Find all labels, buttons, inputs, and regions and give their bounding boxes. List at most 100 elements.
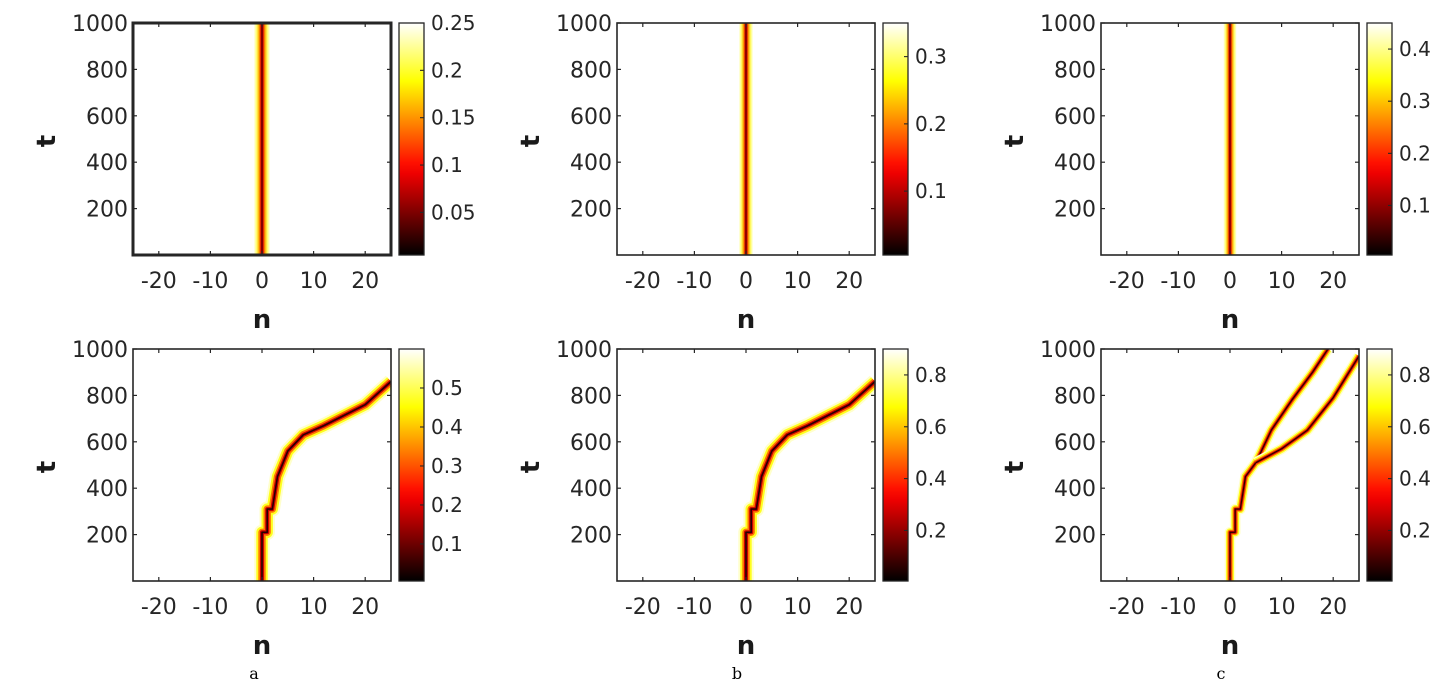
colorbar-tick-label: 0.1: [431, 532, 463, 556]
y-tick-label: 1000: [556, 338, 612, 363]
soliton-band: [1223, 23, 1237, 255]
x-tick-label: 0: [739, 595, 753, 620]
y-tick-label: 200: [570, 198, 612, 223]
x-tick-label: 10: [1268, 595, 1296, 620]
x-tick-label: -10: [1160, 595, 1196, 620]
y-tick-label: 600: [1054, 105, 1096, 130]
y-tick-label: 400: [1054, 151, 1096, 176]
y-axis-label: t: [32, 461, 62, 473]
soliton-band: [253, 23, 271, 255]
colorbar-gradient: [399, 23, 424, 255]
panel-b-top: -20 -10 0 10 20 200 400 600 800 1000 n t 0.1 0.2 0.3: [516, 12, 947, 335]
x-tick-label: 0: [1223, 595, 1237, 620]
y-tick-label: 600: [570, 431, 612, 456]
y-tick-label: 1000: [72, 338, 128, 363]
x-tick-label: -20: [625, 269, 661, 294]
y-tick-label: 600: [86, 105, 128, 130]
colorbar-frame: [882, 22, 909, 256]
colorbar-tick-label: 0.3: [431, 454, 463, 478]
colorbar-gradient: [1367, 349, 1392, 581]
x-tick-label: 0: [255, 595, 269, 620]
colorbar-tick-label: 0.1: [915, 179, 947, 203]
y-tick-label: 1000: [1040, 338, 1096, 363]
colorbar-gradient: [1367, 23, 1392, 255]
heatmap-field: [1224, 349, 1359, 581]
heatmap-field: [253, 23, 271, 255]
x-tick-label: -20: [141, 269, 177, 294]
y-tick-label: 200: [1054, 198, 1096, 223]
y-tick-label: 400: [570, 477, 612, 502]
x-axis-label: n: [737, 631, 756, 661]
colorbar-gradient: [883, 23, 908, 255]
x-tick-label: -10: [676, 269, 712, 294]
trajectory-1: [1255, 355, 1359, 464]
colorbar-tick-label: 0.15: [431, 106, 476, 130]
colorbar-tick-label: 0.2: [1399, 518, 1431, 542]
x-tick-label: -10: [192, 595, 228, 620]
x-tick-label: -20: [1109, 595, 1145, 620]
y-axis-label: t: [1000, 461, 1030, 473]
caption-a: a: [249, 664, 259, 683]
colorbar-frame: [1366, 348, 1393, 582]
y-tick-label: 600: [570, 105, 612, 130]
colorbar-tick-label: 0.4: [1399, 37, 1431, 61]
colorbar-tick-label: 0.8: [1399, 363, 1431, 387]
colorbar-frame: [398, 22, 425, 256]
x-tick-label: 20: [1319, 269, 1347, 294]
x-tick-label: -20: [1109, 269, 1145, 294]
y-tick-label: 400: [86, 477, 128, 502]
x-tick-label: -10: [676, 595, 712, 620]
colorbar-tick-label: 0.4: [431, 415, 463, 439]
colorbar-gradient: [399, 349, 424, 581]
colorbar-tick-label: 0.4: [1399, 467, 1431, 491]
x-tick-label: 0: [739, 269, 753, 294]
x-tick-label: -20: [625, 595, 661, 620]
trajectory-0: [745, 380, 875, 581]
y-tick-label: 800: [86, 58, 128, 83]
heatmap-field: [254, 375, 391, 581]
y-tick-label: 200: [570, 524, 612, 549]
trajectory-0: [1229, 349, 1329, 581]
panel-a-bottom: -20 -10 0 10 202004006008001000nt0.10.20.30.…: [32, 338, 463, 661]
heatmap-field: [738, 23, 754, 255]
y-tick-label: 200: [1054, 524, 1096, 549]
colorbar-tick-label: 0.25: [431, 11, 476, 35]
panel-c-top: -20 -10 0 10 202004006008001000nt0.10.20.30.…: [1000, 12, 1431, 335]
colorbar-tick-label: 0.05: [431, 200, 476, 224]
y-tick-label: 200: [86, 524, 128, 549]
colorbar: 0.1 0.2 0.3: [882, 22, 947, 256]
y-tick-label: 800: [1054, 58, 1096, 83]
colorbar-tick-label: 0.2: [1399, 141, 1431, 165]
colorbar-tick-label: 0.1: [431, 153, 463, 177]
colorbar-tick-label: 0.2: [915, 112, 947, 136]
x-axis-label: n: [253, 631, 272, 661]
colorbar-tick-label: 0.6: [1399, 415, 1431, 439]
colorbar-frame: [1366, 22, 1393, 256]
x-tick-label: 10: [784, 595, 812, 620]
heatmap-field: [738, 375, 875, 581]
y-tick-label: 400: [1054, 477, 1096, 502]
x-tick-label: 10: [300, 595, 328, 620]
y-tick-label: 800: [86, 384, 128, 409]
x-tick-label: 10: [300, 269, 328, 294]
colorbar-tick-label: 0.6: [915, 415, 947, 439]
x-axis-label: n: [737, 305, 756, 335]
panel-a-top: -20 -10 0 10 20 200 400 600 800 1000 n t 0.05 0.1 0.15…: [32, 11, 476, 335]
panel-c-bottom: -20 -10 0 10 202004006008001000nt0.20.40.60.…: [1000, 338, 1431, 661]
y-axis-label: t: [516, 135, 546, 147]
y-axis-label: t: [1000, 135, 1030, 147]
x-axis-label: n: [1221, 305, 1240, 335]
x-axis-label: n: [253, 305, 272, 335]
colorbar-tick-label: 0.8: [915, 363, 947, 387]
x-tick-label: 0: [255, 269, 269, 294]
panel-b-bottom: -20 -10 0 10 202004006008001000nt0.20.40.60.…: [516, 338, 947, 661]
y-axis-label: t: [32, 135, 62, 147]
x-tick-label: 20: [835, 269, 863, 294]
x-tick-label: -10: [1160, 269, 1196, 294]
colorbar-frame: [398, 348, 425, 582]
colorbar-gradient: [883, 349, 908, 581]
colorbar-tick-label: 0.2: [915, 518, 947, 542]
x-tick-label: 10: [1268, 269, 1296, 294]
y-tick-label: 600: [86, 431, 128, 456]
